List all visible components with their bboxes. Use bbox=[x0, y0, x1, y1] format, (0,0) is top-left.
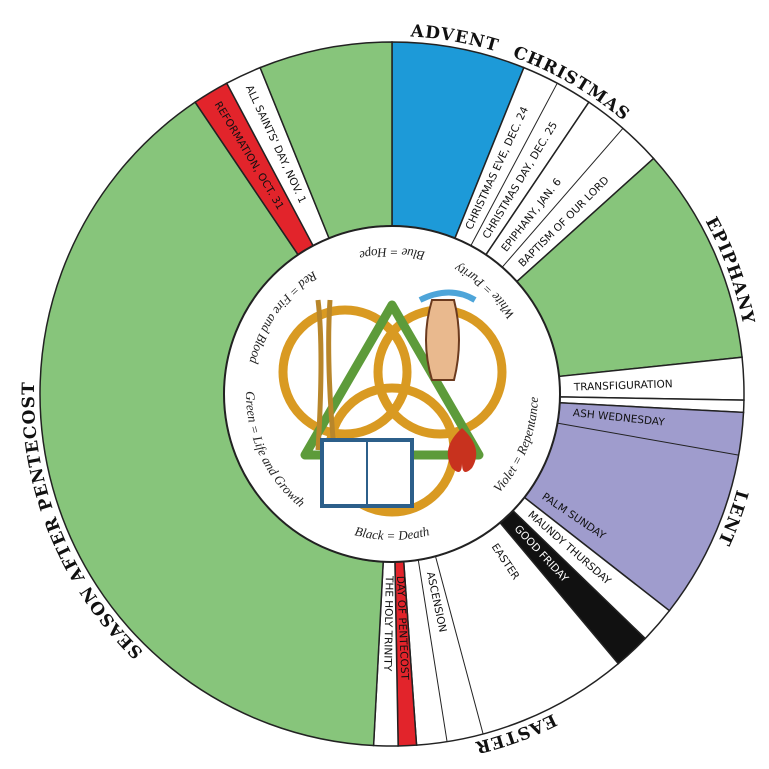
day-label: DAY OF PENTECOST bbox=[394, 576, 411, 681]
divider bbox=[417, 559, 448, 742]
color-meaning: Blue = Hope bbox=[358, 245, 426, 264]
divider bbox=[501, 128, 624, 268]
day-label: TRANSFIGURATION bbox=[573, 378, 673, 393]
ring-left bbox=[278, 305, 412, 439]
ring-text: Blue = Hope bbox=[358, 245, 426, 264]
water bbox=[418, 289, 477, 303]
divider bbox=[434, 556, 484, 735]
wedges bbox=[39, 41, 745, 747]
divider bbox=[557, 422, 739, 456]
color-meaning: Black = Death bbox=[353, 523, 430, 543]
inner-circle bbox=[223, 225, 561, 563]
fleur bbox=[447, 428, 477, 472]
wheat bbox=[315, 299, 337, 451]
divider bbox=[470, 82, 558, 246]
ring-text: Black = Death bbox=[353, 523, 430, 543]
hand bbox=[425, 299, 460, 381]
day-label: THE HOLY TRINITY bbox=[381, 575, 395, 672]
emblem bbox=[278, 289, 507, 517]
